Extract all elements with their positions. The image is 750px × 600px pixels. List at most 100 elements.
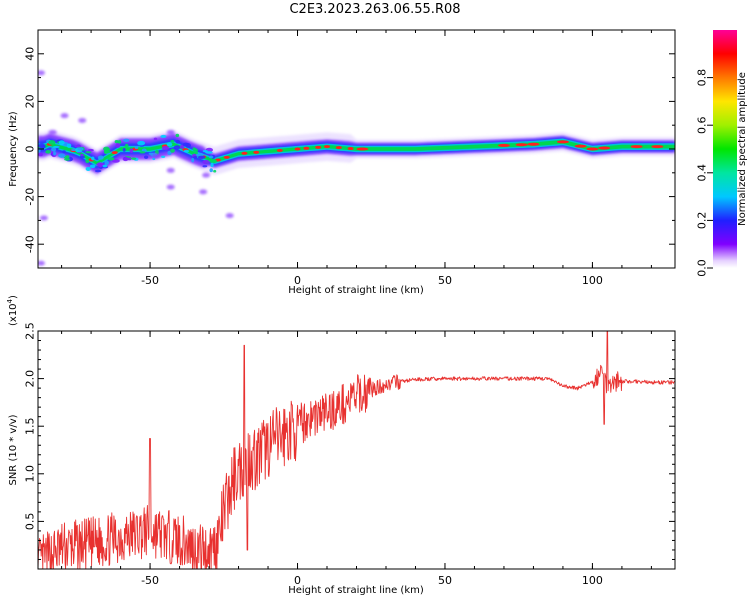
spectral-blob <box>38 260 45 266</box>
spectral-peak <box>253 150 260 154</box>
spectral-speckle <box>161 145 170 151</box>
spectral-peak <box>527 142 540 146</box>
spectral-blob <box>199 189 208 195</box>
snr-y-multiplier: (x104) <box>6 295 19 326</box>
y-tick-label: 0.5 <box>24 513 37 531</box>
spectral-peak <box>598 146 611 150</box>
spectral-speckle <box>91 156 95 161</box>
spectral-speckle <box>160 134 167 138</box>
spectral-speckle <box>193 156 198 159</box>
spectral-blob <box>166 129 175 135</box>
colorbar-tick-label: 0.2 <box>696 212 709 230</box>
y-tick-label: 2.0 <box>24 370 37 388</box>
colorbar-tick-label: 0.4 <box>696 164 709 182</box>
spectral-speckle <box>38 152 43 157</box>
spectral-blob <box>166 167 175 173</box>
spectral-speckle <box>191 157 195 163</box>
spectral-speckle <box>85 166 91 172</box>
spectral-speckle <box>153 137 158 141</box>
spectral-speckle <box>58 153 66 158</box>
spectral-speckle <box>87 148 94 152</box>
spectral-speckle <box>143 155 149 159</box>
spectral-speckle <box>205 151 213 154</box>
spectral-speckle <box>134 145 139 150</box>
x-tick-label: -50 <box>141 274 159 287</box>
snr-y-ticks: 0.5 1.0 1.5 2.0 2.5 <box>24 322 675 560</box>
spectral-peak <box>630 145 643 149</box>
colorbar-scale <box>713 30 737 268</box>
spectral-speckle <box>107 157 115 161</box>
spectral-speckle <box>209 168 213 173</box>
spectral-peak <box>651 145 664 149</box>
spectral-peak <box>241 151 248 155</box>
spectrogram-x-ticks: -50 0 50 100 <box>61 30 652 287</box>
spectral-blob <box>38 70 45 76</box>
colorbar-tick-label: 0.0 <box>696 259 709 277</box>
colorbar-label: Normalized spectral amplitude <box>737 72 748 226</box>
spectral-speckle <box>102 164 108 168</box>
spectral-speckle <box>167 150 172 156</box>
spectral-speckle <box>195 152 204 157</box>
spectrogram-y-ticks: -40 -20 0 20 40 <box>24 47 675 253</box>
spectral-speckle <box>166 142 173 147</box>
spectral-speckle <box>64 158 71 161</box>
spectral-speckle <box>122 157 129 162</box>
y-tick-label: 1.5 <box>24 417 37 435</box>
x-tick-label: 100 <box>582 574 603 587</box>
spectral-speckle <box>89 164 96 169</box>
spectral-speckle <box>94 169 102 173</box>
x-tick-label: 50 <box>438 574 452 587</box>
spectral-speckle <box>66 143 72 148</box>
x-tick-label: 100 <box>582 274 603 287</box>
spectral-speckle <box>182 142 190 147</box>
spectrogram-heatmap <box>38 70 675 266</box>
spectral-speckle <box>52 145 60 149</box>
spectral-speckle <box>96 162 105 167</box>
spectrogram-x-axis-label: Height of straight line (km) <box>288 285 424 296</box>
y-tick-label: -20 <box>24 188 37 206</box>
spectral-speckle <box>123 138 130 142</box>
spectral-blob <box>202 172 211 178</box>
x-tick-label: 50 <box>438 274 452 287</box>
spectral-speckle <box>175 139 181 144</box>
spectral-peak <box>497 143 510 147</box>
spectral-peak <box>356 147 369 151</box>
spectral-speckle <box>114 140 119 144</box>
spectral-speckle <box>197 155 206 160</box>
spectral-speckle <box>62 150 66 154</box>
spectral-speckle <box>173 145 181 150</box>
spectral-speckle <box>111 159 120 163</box>
spectral-speckle <box>202 160 210 165</box>
snr-x-ticks: -50 0 50 100 <box>61 331 652 587</box>
spectral-peak <box>586 147 599 151</box>
spectral-speckle <box>103 149 108 154</box>
y-tick-label: 20 <box>24 94 37 108</box>
spectral-speckle <box>209 155 214 159</box>
spectral-speckle <box>170 139 175 143</box>
spectral-speckle <box>179 144 185 150</box>
x-tick-label: 0 <box>294 574 301 587</box>
spectral-peak <box>574 144 587 148</box>
x-tick-label: 0 <box>294 274 301 287</box>
spectral-speckle <box>122 147 126 152</box>
spectral-speckle <box>48 140 56 146</box>
spectral-speckle <box>97 155 104 160</box>
spectral-blob <box>166 184 175 190</box>
y-tick-label: 2.5 <box>24 322 37 340</box>
spectral-peak <box>324 145 331 149</box>
snr-series-line <box>38 331 675 569</box>
spectral-speckle <box>85 151 92 154</box>
spectral-band-high <box>38 140 675 165</box>
spectral-blob <box>78 117 87 123</box>
spectral-speckle <box>117 140 122 144</box>
x-tick-label: -50 <box>141 574 159 587</box>
spectral-blob <box>225 213 234 219</box>
spectral-blob <box>39 215 48 221</box>
colorbar-tick-label: 0.8 <box>696 69 709 87</box>
spectral-peak <box>556 140 569 144</box>
spectral-speckle <box>63 155 70 159</box>
spectral-speckle <box>213 169 217 173</box>
spectral-peak <box>276 148 283 152</box>
colorbar: 0.0 0.2 0.4 0.6 0.8 Normalized spectral ampl… <box>696 30 748 277</box>
spectral-speckle <box>161 155 166 158</box>
